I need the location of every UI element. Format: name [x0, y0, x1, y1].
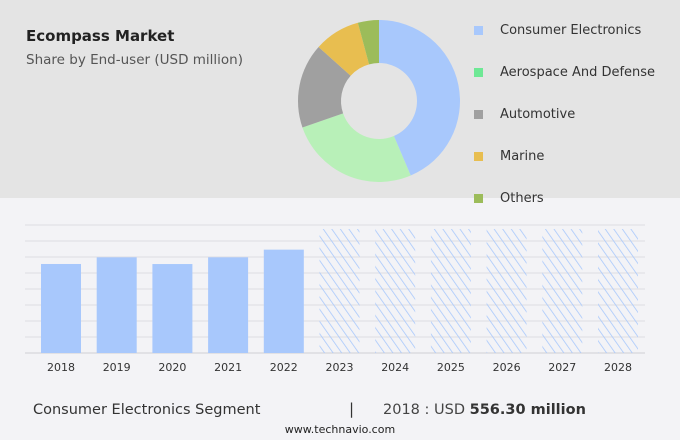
- donut-slice-automotive: [298, 47, 351, 128]
- x-tick-label: 2024: [381, 361, 409, 374]
- value-amount: 556.30 million: [469, 402, 586, 418]
- legend-item: Aerospace And Defense: [474, 52, 655, 94]
- bar-2021: [208, 257, 249, 353]
- forecast-bar-2028: [598, 229, 638, 353]
- x-tick-label: 2020: [158, 361, 186, 374]
- legend-swatch: [474, 109, 483, 119]
- x-tick-label: 2025: [437, 361, 465, 374]
- bar-2019: [96, 257, 137, 353]
- donut-slice-marine: [318, 22, 370, 76]
- legend-swatch: [474, 26, 483, 36]
- forecast-bar-2026: [486, 229, 527, 353]
- x-tick-label: 2021: [214, 361, 242, 374]
- legend-swatch: [474, 193, 483, 203]
- legend-item: Others: [474, 177, 655, 219]
- legend: Consumer Electronics Aerospace And Defens…: [474, 10, 655, 219]
- forecast-bar-2027: [542, 229, 583, 353]
- separator: |: [349, 400, 355, 418]
- x-tick-label: 2022: [270, 361, 298, 374]
- donut-slice-others: [357, 20, 379, 65]
- forecast-bar-2024: [375, 229, 416, 353]
- legend-label: Consumer Electronics: [500, 23, 642, 39]
- bar-2022: [263, 249, 304, 353]
- x-tick-label: 2026: [493, 361, 521, 374]
- website: www.technavio.com: [284, 423, 396, 436]
- legend-item: Automotive: [474, 94, 655, 136]
- legend-item: Consumer Electronics: [474, 10, 655, 52]
- legend-item: Marine: [474, 135, 655, 177]
- legend-label: Others: [500, 190, 544, 206]
- forecast-bar-2023: [319, 229, 360, 353]
- bar-2020: [152, 264, 193, 353]
- forecast-bar-2025: [430, 229, 471, 353]
- bar-2018: [41, 263, 81, 353]
- donut-slice-consumer-electronics: [379, 20, 460, 176]
- donut-slice-aerospace-and-defense: [302, 113, 411, 182]
- legend-swatch: [474, 68, 483, 78]
- x-tick-label: 2028: [604, 361, 632, 374]
- legend-swatch: [474, 151, 483, 161]
- chart-subtitle: Share by End-user (USD million): [26, 52, 244, 68]
- segment-value: 2018 : USD 556.30 million: [383, 402, 586, 418]
- chart-title: Ecompass Market: [26, 27, 175, 45]
- legend-label: Aerospace And Defense: [500, 65, 656, 81]
- x-tick-label: 2023: [326, 361, 354, 374]
- x-tick-label: 2018: [47, 361, 75, 374]
- legend-label: Marine: [500, 148, 545, 164]
- value-prefix: 2018 : USD: [383, 402, 470, 418]
- x-tick-label: 2027: [548, 361, 576, 374]
- segment-label: Consumer Electronics Segment: [33, 402, 261, 418]
- legend-label: Automotive: [500, 106, 576, 122]
- x-tick-label: 2019: [103, 361, 131, 374]
